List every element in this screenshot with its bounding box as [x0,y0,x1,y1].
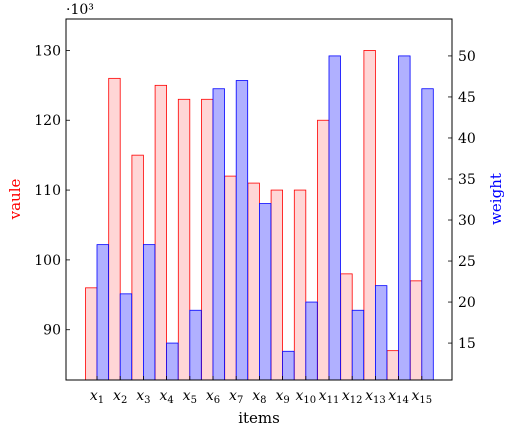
weight-bar-x13 [374,285,388,381]
left-axis-multiplier: ·10³ [66,2,94,18]
value-bar-x14 [386,350,400,381]
value-bar-x12 [340,273,353,381]
left-axis-ticks: 90 100 110 120 130 [34,43,70,339]
weight-bar-x2 [119,293,133,381]
x-tick-label: x2 [113,388,127,406]
weight-bar-x10 [305,301,318,381]
right-tick-label: 45 [458,90,476,106]
value-bar-x9 [270,189,284,381]
weight-bar-x1 [96,244,109,381]
x-tick-label: x8 [252,388,266,406]
weight-bar-x15 [421,88,434,381]
value-bar-x8 [247,182,260,381]
weight-bar-x11 [328,55,341,381]
x-tick-label: x13 [365,388,386,406]
weight-bar-x12 [351,309,365,381]
right-tick-label: 30 [458,213,476,229]
right-tick-label: 40 [458,131,476,147]
x-tick-label: x10 [295,388,316,406]
value-bar-x10 [293,189,307,381]
value-bar-x4 [154,84,168,381]
right-axis-label: weight [487,173,505,225]
weight-bar-x4 [166,342,179,381]
value-bar-x13 [363,50,376,381]
weight-bar-x7 [235,80,249,381]
left-tick-label: 100 [34,253,61,269]
value-bar-x6 [201,98,214,381]
right-tick-label: 20 [458,295,476,311]
x-tick-label: x1 [90,388,104,406]
x-tick-label: x11 [319,388,340,406]
x-tick-label: x14 [388,388,409,406]
x-tick-label: x7 [229,388,243,406]
left-tick-label: 120 [34,113,61,129]
right-tick-label: 35 [458,172,476,188]
x-tick-label: x9 [275,388,289,406]
bars-layer [85,50,434,381]
x-tick-label: x12 [342,388,363,406]
x-tick-label: x3 [136,388,150,406]
left-tick-label: 90 [43,323,61,339]
x-tick-label: x6 [206,388,220,406]
weight-bar-x9 [282,350,295,381]
x-axis-ticks: x1 x2 x3 x4 x5 x6 x7 x8 x9 x10 x11 x12 x13 x14 x15 [90,376,432,406]
weight-bar-x6 [212,88,225,381]
right-axis-ticks: 15 20 25 30 35 40 45 50 [448,49,476,352]
weight-bar-x5 [189,309,202,381]
x-tick-label: x15 [411,388,432,406]
weight-bar-x3 [142,244,156,381]
x-tick-label: x5 [183,388,197,406]
x-axis-label: items [238,409,280,427]
left-tick-label: 110 [34,183,61,199]
value-bar-x11 [317,119,330,381]
value-bar-x15 [409,280,423,381]
right-tick-label: 25 [458,254,476,270]
value-bar-x5 [177,98,191,381]
value-bar-x2 [108,77,121,381]
right-tick-label: 50 [458,49,476,65]
weight-bar-x14 [398,55,411,381]
left-axis-label: vaule [6,179,24,221]
right-tick-label: 15 [458,336,476,352]
value-bar-x1 [85,287,98,381]
value-bar-x7 [224,175,237,381]
value-bar-x3 [131,154,144,381]
x-tick-label: x4 [159,388,173,406]
left-tick-label: 130 [34,43,61,59]
weight-bar-x8 [258,203,272,381]
